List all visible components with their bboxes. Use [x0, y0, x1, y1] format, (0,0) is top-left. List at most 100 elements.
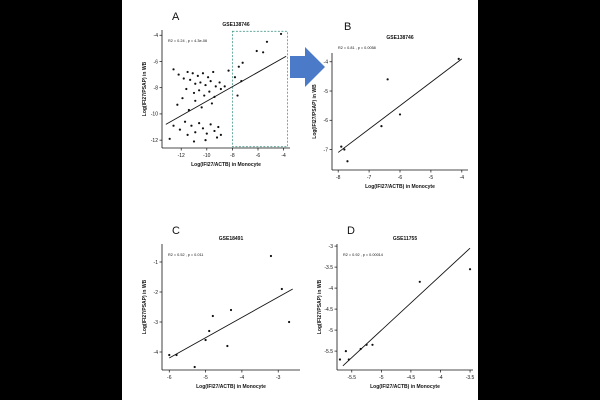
stats-text: R2 = 0.92 , p = 0.00014 — [343, 253, 383, 257]
x-tick-label: -6 — [398, 175, 403, 181]
stats-text: R2 = 0.52 , p = 0.011 — [168, 253, 203, 257]
regression-line — [337, 58, 463, 153]
data-point — [208, 329, 211, 333]
panel-label: C — [172, 225, 180, 237]
x-axis-label: Log(IFI27/ACTB) in Monocyte — [370, 384, 440, 390]
data-point — [227, 69, 230, 72]
data-point — [418, 280, 421, 283]
data-point — [219, 133, 222, 136]
data-point — [218, 81, 221, 84]
regression-line — [165, 55, 287, 125]
data-point — [380, 125, 383, 128]
data-point — [201, 127, 205, 130]
y-axis-label: Log(IFI27/PSAP) in WB — [142, 279, 148, 334]
data-point — [186, 70, 189, 74]
chart-title: GSE18491 — [219, 236, 244, 242]
data-point — [468, 268, 472, 271]
data-point — [233, 76, 237, 79]
data-point — [172, 124, 175, 127]
y-tick-label: -10 — [151, 112, 158, 118]
data-point — [288, 320, 291, 324]
data-point — [204, 83, 207, 87]
x-tick-label: -5.5 — [347, 375, 356, 381]
data-point — [229, 308, 233, 312]
y-tick-label: -5.5 — [324, 349, 333, 355]
data-point — [194, 99, 197, 102]
y-tick-label: -5 — [329, 328, 334, 334]
data-point — [191, 72, 194, 75]
data-point — [178, 128, 182, 131]
x-tick-label: -7 — [367, 175, 372, 181]
data-point — [255, 49, 258, 53]
data-point — [206, 76, 210, 79]
data-point — [183, 120, 187, 123]
x-tick-label: -4.5 — [407, 375, 416, 381]
y-tick-label: -4 — [324, 60, 329, 66]
y-tick-label: -7 — [324, 147, 329, 153]
data-point — [196, 74, 199, 77]
data-point — [211, 314, 214, 318]
x-tick-label: -5 — [203, 375, 208, 381]
data-point — [338, 358, 342, 361]
data-point — [192, 140, 196, 143]
highlight-box — [231, 30, 288, 148]
data-point — [236, 94, 239, 97]
data-point — [265, 40, 269, 43]
x-tick-label: -10 — [203, 153, 210, 159]
data-point — [280, 287, 283, 291]
data-point — [204, 139, 207, 142]
data-point — [168, 353, 171, 357]
data-point — [213, 95, 216, 98]
data-point — [340, 145, 343, 148]
data-point — [192, 91, 196, 95]
data-point — [182, 77, 185, 80]
x-tick-label: -4 — [460, 175, 465, 181]
data-point — [209, 123, 212, 126]
data-point — [200, 106, 203, 109]
x-tick-label: -4 — [438, 375, 443, 381]
chart-title: GSE138746 — [386, 35, 413, 41]
y-tick-label: -4 — [329, 286, 334, 292]
x-tick-label: -4 — [281, 153, 286, 159]
data-point — [359, 347, 362, 351]
data-point — [181, 97, 184, 100]
data-point — [241, 61, 244, 64]
y-tick-label: -6 — [324, 118, 329, 124]
data-point — [208, 90, 211, 93]
data-point — [217, 125, 220, 129]
data-point — [219, 87, 222, 91]
x-axis-label: Log(IFI27/ACTB) in Monocyte — [191, 162, 261, 168]
y-tick-label: -2 — [154, 290, 159, 296]
data-point — [386, 78, 389, 81]
data-point — [193, 365, 196, 369]
y-axis-label: Log(IFI27/PSAP) in WB — [317, 279, 323, 334]
data-point — [262, 51, 265, 54]
data-point — [215, 136, 219, 139]
data-point — [194, 131, 197, 134]
data-point — [344, 350, 347, 353]
panel-b: -8 -7 -6 -5 -4 -7 -6 -5 -4 B GSE138746 R2 = 0.81 , … — [312, 21, 468, 190]
data-point — [186, 133, 189, 136]
y-tick-label: -3 — [329, 244, 334, 250]
panel-label: D — [347, 225, 355, 237]
data-point — [365, 343, 368, 346]
x-tick-label: -12 — [178, 153, 185, 159]
data-point — [343, 148, 346, 151]
regression-line — [169, 288, 293, 359]
x-tick-label: -4 — [240, 375, 245, 381]
data-point — [189, 78, 192, 81]
data-point — [198, 89, 201, 92]
data-point — [168, 137, 171, 140]
data-point — [199, 81, 202, 84]
y-tick-label: -6 — [154, 59, 159, 65]
data-point — [203, 94, 206, 97]
chart-title: GSE11755 — [393, 236, 417, 242]
data-point — [177, 73, 180, 76]
data-point — [237, 65, 240, 68]
data-point — [209, 80, 212, 83]
y-tick-label: -4.5 — [324, 307, 333, 313]
y-axis-label: Log(IFI27/PSAP) in WB — [142, 61, 148, 116]
x-tick-label: -8 — [230, 153, 235, 159]
data-point — [185, 87, 188, 91]
x-tick-label: -3.5 — [466, 375, 475, 381]
